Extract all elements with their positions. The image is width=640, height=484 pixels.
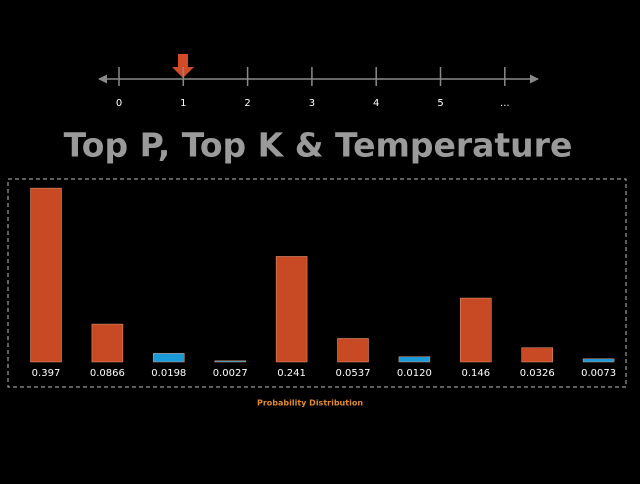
value-label: 0.146: [461, 368, 490, 379]
value-label: 0.0537: [336, 368, 371, 379]
bar: [337, 338, 369, 363]
timeline-label: ...: [500, 98, 510, 109]
bar: [582, 358, 615, 363]
value-label: 0.0866: [90, 368, 125, 379]
bar: [30, 187, 62, 363]
timeline-label: 1: [180, 98, 186, 109]
bar: [153, 353, 185, 363]
timeline-label: 0: [116, 98, 122, 109]
value-label: 0.0073: [581, 368, 616, 379]
bar: [460, 297, 492, 363]
timeline-label: 5: [437, 98, 443, 109]
position-arrow: [172, 54, 194, 78]
timeline-label: 2: [244, 98, 250, 109]
timeline-label: 4: [373, 98, 379, 109]
chart-title: Top P, Top K & Temperature: [64, 126, 573, 165]
value-label: 0.0120: [397, 368, 432, 379]
chart-frame: [7, 178, 627, 388]
value-label: 0.397: [32, 368, 61, 379]
bar: [521, 347, 553, 363]
bar: [275, 256, 308, 363]
value-label: 0.0198: [151, 368, 186, 379]
bar: [398, 356, 431, 363]
timeline-label: 3: [309, 98, 315, 109]
value-label: 0.0326: [520, 368, 555, 379]
value-label: 0.241: [277, 368, 306, 379]
bar: [91, 323, 124, 363]
bar: [214, 360, 246, 363]
x-axis-label: Probability Distribution: [257, 399, 363, 408]
value-label: 0.0027: [213, 368, 248, 379]
